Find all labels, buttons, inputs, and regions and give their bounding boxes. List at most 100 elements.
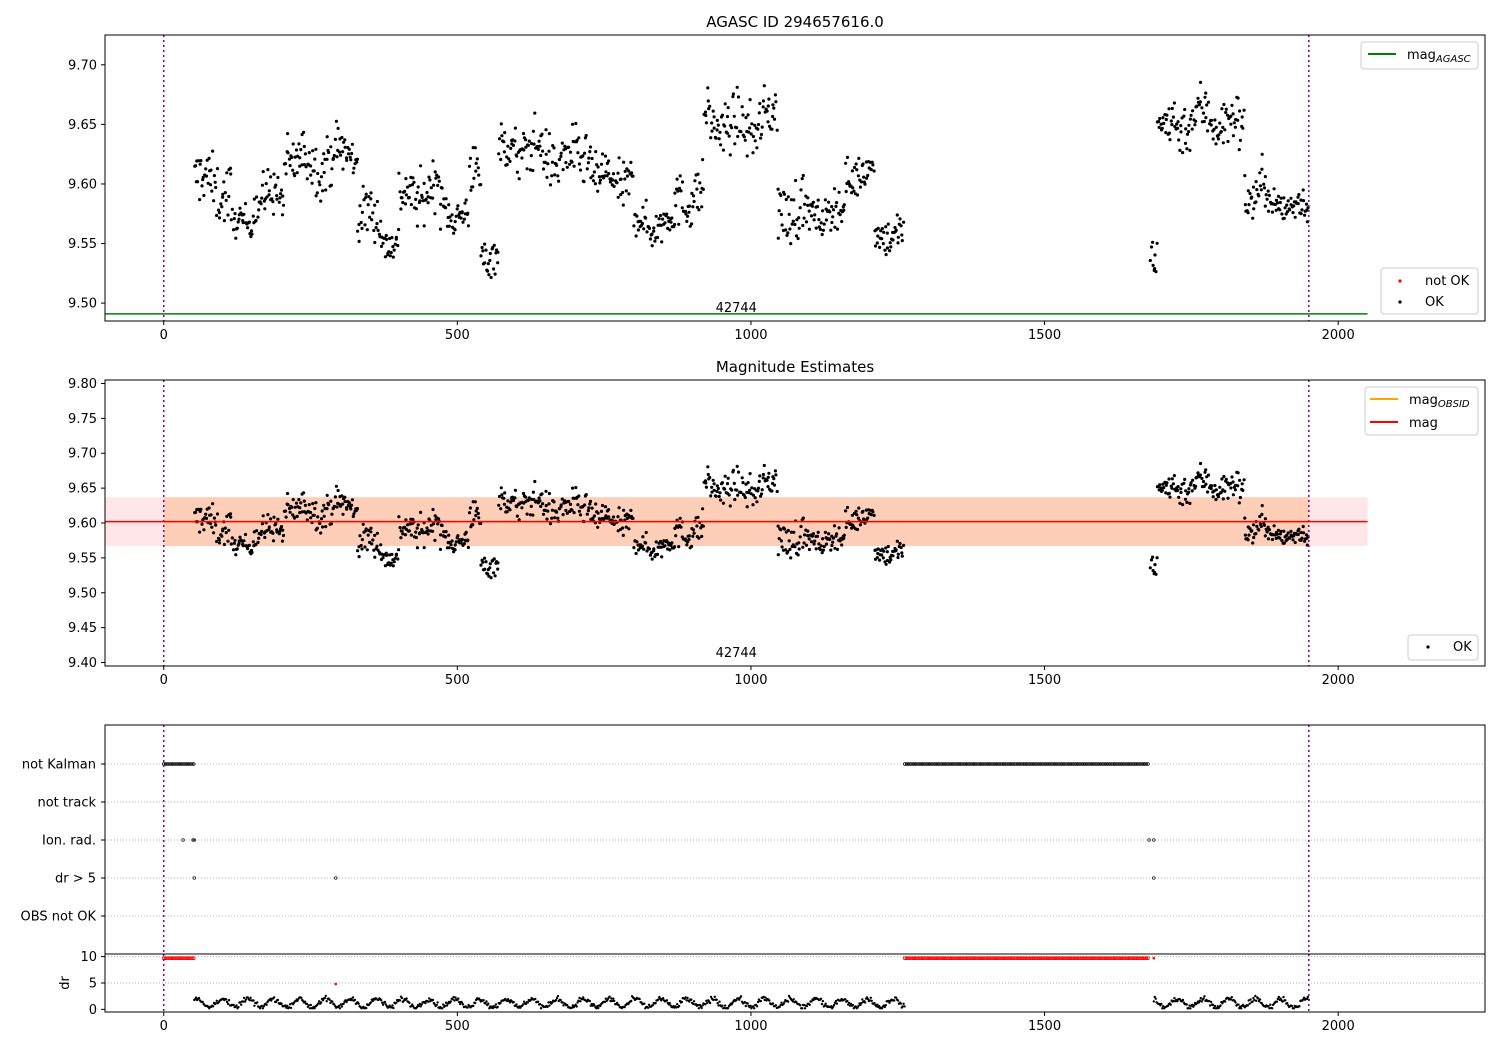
mag-point bbox=[1177, 138, 1181, 142]
mag-point bbox=[403, 189, 407, 193]
mag-point bbox=[541, 512, 546, 516]
dr-point bbox=[581, 998, 584, 1001]
dr-point bbox=[810, 1000, 813, 1003]
flag-point bbox=[906, 762, 911, 766]
mag-point bbox=[1251, 523, 1256, 527]
mag-point bbox=[845, 155, 850, 159]
mag-point bbox=[365, 228, 369, 232]
mag-point bbox=[744, 116, 748, 120]
mag-point bbox=[760, 125, 764, 129]
flag-point bbox=[1066, 762, 1071, 766]
mag-point bbox=[817, 218, 821, 222]
dr-point bbox=[392, 1006, 395, 1010]
flag-point bbox=[984, 762, 988, 766]
mag-point bbox=[403, 202, 408, 206]
flag-point bbox=[1102, 762, 1106, 766]
dr-point bbox=[305, 1002, 309, 1006]
dr-point bbox=[323, 996, 327, 1000]
mag-point bbox=[329, 145, 333, 149]
mag-point bbox=[341, 512, 345, 516]
dr-point bbox=[424, 1001, 427, 1005]
mag-point bbox=[547, 132, 552, 136]
mag-point bbox=[223, 526, 227, 530]
mag-point bbox=[1288, 536, 1292, 540]
mag-point bbox=[782, 527, 787, 531]
dr-point bbox=[383, 1000, 387, 1004]
mag-point bbox=[210, 525, 214, 529]
mag-point bbox=[1278, 532, 1282, 536]
mag-point bbox=[699, 190, 703, 194]
mag-point bbox=[570, 508, 574, 512]
mag-point bbox=[685, 219, 689, 223]
mag-point bbox=[884, 562, 888, 566]
flag-point bbox=[1021, 762, 1025, 766]
mag-point bbox=[743, 138, 747, 142]
mag-point bbox=[816, 530, 820, 535]
mag-point bbox=[275, 194, 279, 198]
mag-point bbox=[1272, 187, 1276, 191]
mag-point bbox=[798, 206, 802, 210]
flag-point bbox=[1005, 762, 1009, 766]
mag-point bbox=[564, 161, 568, 165]
mag-point bbox=[286, 132, 290, 136]
dr-clipped-point bbox=[1139, 956, 1143, 960]
mag-point bbox=[257, 208, 261, 212]
mag-point bbox=[350, 151, 354, 156]
dr-point bbox=[690, 998, 693, 1001]
mag-point bbox=[226, 539, 230, 543]
dr-clipped-point bbox=[177, 956, 182, 960]
mag-point bbox=[364, 192, 368, 196]
mag-point bbox=[238, 206, 242, 210]
mag-point bbox=[225, 514, 229, 519]
mag-point bbox=[1182, 481, 1186, 485]
mag-point bbox=[1238, 109, 1242, 113]
mag-point bbox=[1226, 113, 1230, 117]
mag-point bbox=[831, 215, 835, 219]
mag-point bbox=[1257, 528, 1261, 532]
flag-point bbox=[1117, 762, 1122, 766]
flag-point bbox=[910, 762, 914, 766]
y-tick-label: 9.55 bbox=[68, 237, 97, 252]
dr-point bbox=[866, 997, 870, 1001]
mag-point bbox=[281, 533, 286, 538]
mag-point bbox=[715, 128, 719, 132]
dr-clipped-point bbox=[1126, 956, 1131, 960]
svg-text:magOBSID: magOBSID bbox=[1409, 393, 1470, 410]
dr-point bbox=[536, 1000, 540, 1003]
mag-point bbox=[1260, 504, 1264, 508]
mag-point bbox=[654, 214, 658, 218]
flag-point bbox=[1128, 762, 1133, 766]
mag-point bbox=[513, 139, 517, 143]
mag-point bbox=[622, 160, 626, 164]
mag-point bbox=[1220, 477, 1224, 481]
mag-point bbox=[772, 477, 776, 481]
mag-point bbox=[814, 226, 818, 230]
mag-point bbox=[1241, 126, 1245, 130]
mag-point bbox=[1161, 116, 1165, 120]
mag-point bbox=[300, 163, 304, 167]
legend-mag-agasc-sub: AGASC bbox=[1435, 54, 1471, 65]
mag-point bbox=[838, 539, 842, 543]
dr-point bbox=[878, 1004, 881, 1008]
mag-point bbox=[532, 142, 536, 146]
flag-point bbox=[903, 762, 907, 766]
mag-point bbox=[544, 152, 548, 156]
dr-point bbox=[697, 1007, 700, 1010]
mag-point bbox=[281, 203, 286, 207]
mag-point bbox=[1210, 118, 1214, 122]
mag-point bbox=[807, 227, 812, 231]
mag-point bbox=[325, 507, 329, 511]
dr-point bbox=[717, 1004, 720, 1007]
mag-point bbox=[845, 505, 850, 510]
mag-point bbox=[302, 130, 306, 134]
dr-point bbox=[1193, 1004, 1196, 1007]
mag-point bbox=[844, 189, 848, 194]
mag-point bbox=[677, 186, 682, 190]
mag-point bbox=[862, 175, 866, 179]
mag-point bbox=[217, 216, 222, 220]
mag-point bbox=[789, 556, 793, 560]
mag-point bbox=[859, 180, 864, 184]
mag-point bbox=[271, 200, 275, 204]
mag-point bbox=[286, 491, 290, 496]
mag-point bbox=[333, 495, 337, 499]
